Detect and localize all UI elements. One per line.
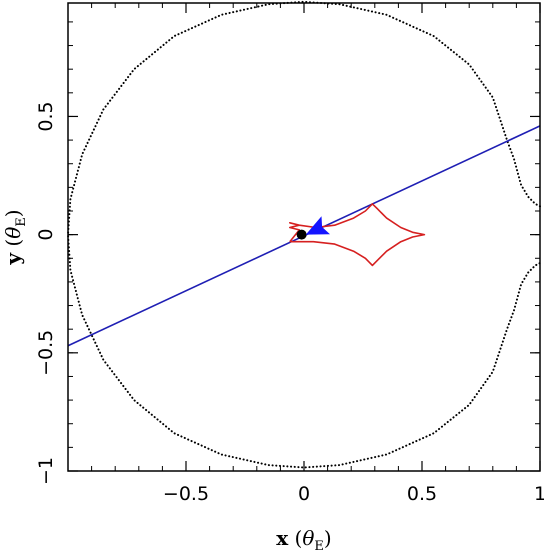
x-tick-label: 0.5 [407,483,437,505]
lens-mass-point [296,229,307,240]
y-tick-label: −0.5 [35,330,57,376]
critical-curve-series [66,0,541,469]
tick-label-layer: −0.5 0 0.5 1 −1 −0.5 0 0.5 [35,101,544,505]
marker-layer [296,216,330,240]
x-tick-label: 1 [534,483,544,505]
tick-layer [67,3,541,472]
y-tick-label: 0.5 [35,101,57,131]
y-tick-label: −1 [35,457,57,485]
caustic-curve [289,203,426,267]
y-axis-label: y (θE) [1,209,29,265]
direction-arrow-marker [305,216,330,235]
x-axis-label: x (θE) [276,526,331,554]
y-tick-label: 0 [35,229,57,241]
x-tick-label: −0.5 [163,483,209,505]
x-tick-label: 0 [298,483,310,505]
